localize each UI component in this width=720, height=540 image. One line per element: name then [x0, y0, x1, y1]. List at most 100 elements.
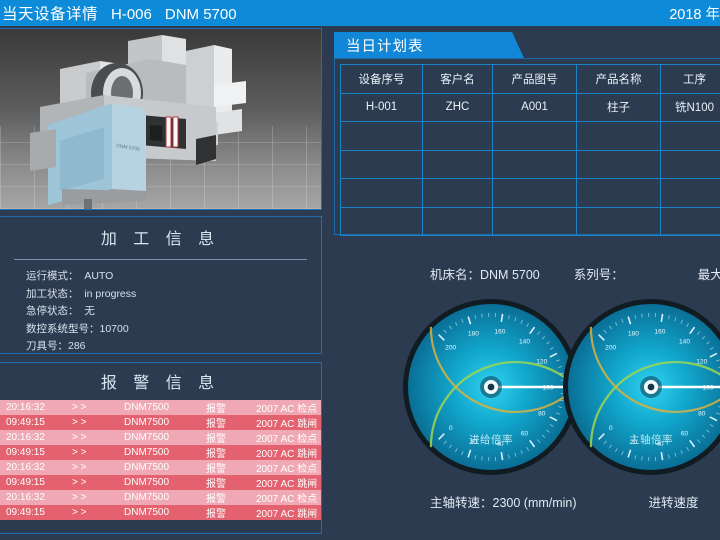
column-header: 设备序号 [340, 64, 423, 94]
table-cell [340, 149, 423, 179]
svg-text:0: 0 [609, 425, 613, 432]
list-item: 运行模式： AUTO [26, 270, 114, 282]
svg-text:120: 120 [696, 359, 707, 366]
table-row[interactable] [340, 149, 720, 179]
alarm-time: 20:16:32 [6, 432, 45, 443]
table-cell [422, 206, 493, 236]
page-title: 当天设备详情 [2, 6, 99, 23]
svg-text:160: 160 [654, 328, 665, 335]
alarm-kind: 报警 [206, 434, 226, 445]
alarm-time: 09:49:15 [6, 507, 45, 518]
alarm-row[interactable]: 09:49:15 > > DNM7500 报警 2007 AC 跳闸 [0, 445, 321, 460]
machine-name-label: 机床名：DNM 5700 [430, 267, 540, 282]
alarm-kind: 报警 [206, 479, 226, 490]
spindle-speed-label: 主轴转速：2300 (mm/min) [430, 495, 577, 510]
table-cell [576, 178, 661, 208]
alarm-code: 2007 AC 跳闸 [256, 479, 318, 490]
alarm-dev: DNM7500 [124, 507, 170, 518]
alarm-row[interactable]: 20:16:32 > > DNM7500 报警 2007 AC 检点 [0, 430, 321, 445]
alarm-code: 2007 AC 检点 [256, 404, 318, 415]
gauge-1: 020406080100120140160180200进给倍率 [400, 296, 582, 478]
column-header: 工序 [660, 64, 720, 94]
table-row[interactable] [340, 178, 720, 208]
alarm-code: 2007 AC 跳闸 [256, 509, 318, 520]
alarm-kind: 报警 [206, 449, 226, 460]
cnc-machine-illustration: DNM 5700 [30, 35, 246, 209]
svg-text:140: 140 [679, 338, 690, 345]
alarm-dev: DNM7500 [124, 447, 170, 458]
plan-table: 设备序号 客户名 产品图号 产品名称 工序 H-001 ZHC A001 柱子 铣N100 [340, 64, 720, 236]
alarm-arrow: > > [72, 462, 87, 473]
alarm-row[interactable]: 09:49:15 > > DNM7500 报警 2007 AC 跳闸 [0, 505, 321, 520]
feed-speed-label: 进转速度 [648, 495, 699, 510]
svg-text:0: 0 [449, 425, 453, 432]
list-item: 刀具号：286 [26, 340, 86, 352]
alarm-row[interactable]: 20:16:32 > > DNM7500 报警 2007 AC 检点 [0, 400, 321, 415]
svg-text:80: 80 [698, 410, 706, 417]
table-cell: 铣N100 [660, 92, 720, 122]
svg-text:200: 200 [605, 344, 616, 351]
alarm-time: 09:49:15 [6, 447, 45, 458]
list-item: 加工状态： in progress [26, 287, 137, 300]
table-cell [492, 178, 577, 208]
alarm-row[interactable]: 09:49:15 > > DNM7500 报警 2007 AC 跳闸 [0, 475, 321, 490]
alarm-row[interactable]: 20:16:32 > > DNM7500 报警 2007 AC 检点 [0, 460, 321, 475]
alarm-info-title: 报 警 信 息 [100, 375, 221, 392]
plan-table-tab[interactable]: 当日计划表 [334, 32, 524, 58]
svg-text:60: 60 [681, 431, 689, 438]
svg-text:200: 200 [445, 344, 456, 351]
table-cell [422, 178, 493, 208]
column-header: 客户名 [422, 64, 493, 94]
svg-text:DNM 5700: DNM 5700 [116, 143, 141, 153]
alarm-kind: 报警 [206, 404, 226, 415]
alarm-row[interactable]: 20:16:32 > > DNM7500 报警 2007 AC 检点 [0, 490, 321, 505]
svg-text:40: 40 [496, 441, 504, 448]
speed-row: 主轴转速：2300 (mm/min) 进转速度 [334, 486, 720, 516]
process-info-panel: 加 工 信 息 运行模式： AUTO 加工状态： in progress 急停状… [0, 216, 322, 354]
plan-tab-label: 当日计划表 [346, 38, 424, 55]
alarm-code: 2007 AC 跳闸 [256, 419, 318, 430]
alarm-dev: DNM7500 [124, 432, 170, 443]
table-cell [492, 121, 577, 151]
table-header-row: 设备序号 客户名 产品图号 产品名称 工序 [340, 64, 720, 94]
alarm-arrow: > > [72, 432, 87, 443]
equipment-code: H-006 [111, 6, 152, 23]
table-row[interactable] [340, 206, 720, 236]
table-cell [340, 121, 423, 151]
alarm-arrow: > > [72, 507, 87, 518]
table-cell: ZHC [422, 92, 493, 122]
table-cell [660, 149, 720, 179]
gauge-2: 020406080100120140160180200主轴倍率 [560, 296, 720, 478]
machine-axis-label: 最大轴数 [697, 267, 720, 282]
machine-3d-viewport[interactable]: DNM 5700 [0, 28, 322, 210]
alarm-time: 20:16:32 [6, 402, 45, 413]
alarm-dev: DNM7500 [124, 417, 170, 428]
svg-text:40: 40 [656, 441, 664, 448]
table-cell: H-001 [340, 92, 423, 122]
alarm-time: 09:49:15 [6, 477, 45, 488]
alarm-row[interactable]: 09:49:15 > > DNM7500 报警 2007 AC 跳闸 [0, 415, 321, 430]
alarm-code: 2007 AC 检点 [256, 434, 318, 445]
svg-text:20: 20 [630, 439, 638, 446]
alarm-kind: 报警 [206, 464, 226, 475]
alarm-code: 2007 AC 检点 [256, 464, 318, 475]
column-header: 产品图号 [492, 64, 577, 94]
app-header: 当天设备详情 H-006 DNM 5700 2018 年 [0, 0, 720, 26]
svg-text:80: 80 [538, 410, 546, 417]
plan-table-panel: 设备序号 客户名 产品图号 产品名称 工序 H-001 ZHC A001 柱子 铣N100 [334, 58, 720, 236]
alarm-kind: 报警 [206, 419, 226, 430]
table-cell [492, 149, 577, 179]
list-item: 急停状态： 无 [26, 305, 95, 317]
alarm-arrow: > > [72, 447, 87, 458]
gauge-group: 020406080100120140160180200进给倍率020406080… [334, 296, 720, 482]
table-cell: 柱子 [576, 92, 661, 122]
panel-divider [14, 259, 307, 260]
alarm-kind: 报警 [206, 509, 226, 520]
table-row[interactable]: H-001 ZHC A001 柱子 铣N100 [340, 92, 720, 122]
svg-text:120: 120 [536, 359, 547, 366]
machine-serial-label: 系列号： [573, 267, 624, 282]
header-date: 2018 年 [669, 6, 720, 23]
svg-text:20: 20 [470, 439, 478, 446]
table-row[interactable] [340, 121, 720, 151]
table-cell [576, 206, 661, 236]
